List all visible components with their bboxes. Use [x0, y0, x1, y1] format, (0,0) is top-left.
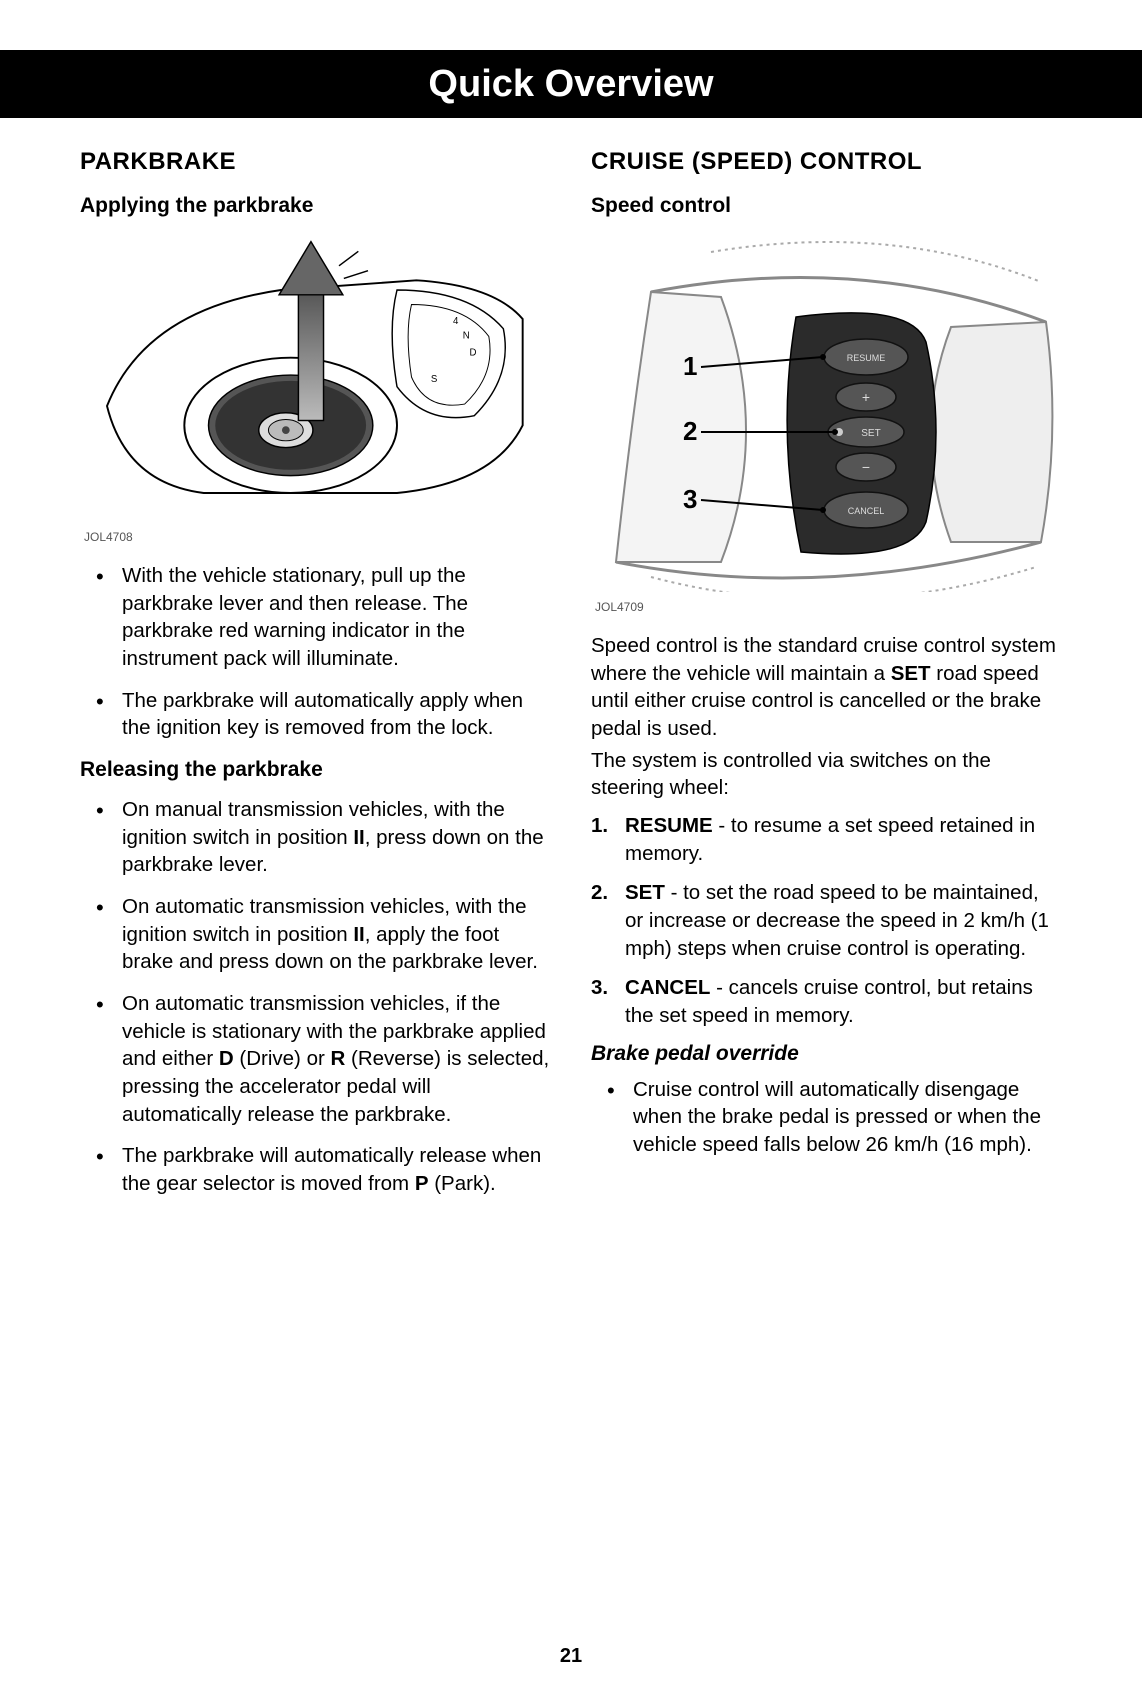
text: (Park). — [429, 1172, 496, 1195]
callout-3: 3 — [683, 484, 697, 514]
callout-2: 2 — [683, 416, 697, 446]
svg-text:S: S — [431, 374, 437, 385]
svg-text:N: N — [463, 330, 470, 341]
speed-subheading: Speed control — [591, 194, 1062, 218]
minus-label: − — [862, 459, 870, 475]
parkbrake-figure-caption: JOL4708 — [84, 530, 551, 544]
override-subheading: Brake pedal override — [591, 1042, 1062, 1066]
speed-numbered-list: 1. RESUME - to resume a set speed retain… — [591, 812, 1062, 1030]
right-column: CRUISE (SPEED) CONTROL Speed control RES… — [591, 148, 1062, 1214]
releasing-bullets: On manual transmission vehicles, with th… — [80, 796, 551, 1198]
speed-intro-1: Speed control is the standard cruise con… — [591, 632, 1062, 743]
page-header: Quick Overview — [0, 50, 1142, 118]
num-3: 3. — [591, 974, 608, 1002]
page-number: 21 — [0, 1645, 1142, 1668]
left-column: PARKBRAKE Applying the parkbrake 4 N D S — [80, 148, 551, 1214]
parkbrake-heading: PARKBRAKE — [80, 148, 551, 176]
bold-CANCEL: CANCEL — [625, 976, 710, 999]
svg-text:D: D — [470, 348, 477, 359]
cruise-heading: CRUISE (SPEED) CONTROL — [591, 148, 1062, 176]
svg-text:4: 4 — [453, 316, 459, 327]
resume-label: RESUME — [847, 353, 886, 363]
text: (Drive) or — [234, 1047, 331, 1070]
num-1: 1. — [591, 812, 608, 840]
bold-II: II — [353, 923, 364, 946]
applying-bullet-2: The parkbrake will automatically apply w… — [80, 687, 551, 742]
speed-item-3: 3. CANCEL - cancels cruise control, but … — [591, 974, 1062, 1029]
bold-SET: SET — [625, 881, 665, 904]
releasing-bullet-3: On automatic transmission vehicles, if t… — [80, 990, 551, 1128]
bold-P: P — [415, 1172, 429, 1195]
bold-R: R — [331, 1047, 346, 1070]
bold-II: II — [353, 826, 364, 849]
bold-SET: SET — [891, 662, 931, 685]
callout-1: 1 — [683, 351, 697, 381]
override-bullets: Cruise control will automatically diseng… — [591, 1076, 1062, 1159]
set-label: SET — [861, 428, 880, 439]
speed-item-1: 1. RESUME - to resume a set speed retain… — [591, 812, 1062, 867]
plus-label: + — [862, 389, 870, 405]
speed-item-2: 2. SET - to set the road speed to be mai… — [591, 879, 1062, 962]
num-2: 2. — [591, 879, 608, 907]
releasing-bullet-1: On manual transmission vehicles, with th… — [80, 796, 551, 879]
cancel-label: CANCEL — [848, 506, 885, 516]
page-title: Quick Overview — [428, 63, 713, 106]
releasing-bullet-2: On automatic transmission vehicles, with… — [80, 893, 551, 976]
releasing-bullet-4: The parkbrake will automatically release… — [80, 1142, 551, 1197]
applying-bullets: With the vehicle stationary, pull up the… — [80, 562, 551, 742]
bold-D: D — [219, 1047, 234, 1070]
parkbrake-figure: 4 N D S — [80, 232, 551, 522]
releasing-subheading: Releasing the parkbrake — [80, 758, 551, 782]
speed-intro-2: The system is controlled via switches on… — [591, 747, 1062, 802]
applying-bullet-1: With the vehicle stationary, pull up the… — [80, 562, 551, 673]
cruise-figure-caption: JOL4709 — [595, 600, 1062, 614]
text: - to set the road speed to be maintained… — [625, 881, 1049, 959]
cruise-figure: RESUME + SET − CANCEL 1 2 3 — [591, 232, 1062, 592]
override-bullet: Cruise control will automatically diseng… — [591, 1076, 1062, 1159]
applying-subheading: Applying the parkbrake — [80, 194, 551, 218]
bold-RESUME: RESUME — [625, 814, 713, 837]
content-area: PARKBRAKE Applying the parkbrake 4 N D S — [0, 118, 1142, 1214]
